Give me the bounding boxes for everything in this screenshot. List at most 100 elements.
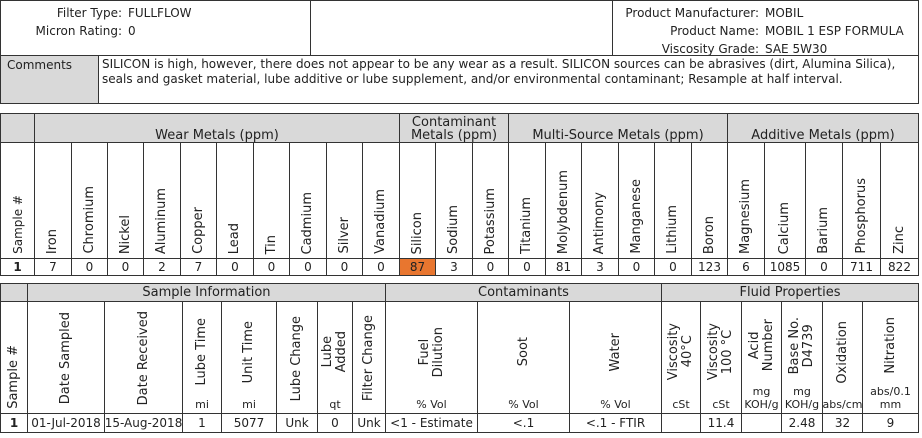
column-title: Aluminum — [154, 187, 169, 254]
value-cell: <1 - Estimate — [385, 413, 478, 433]
value-cell: 0 — [289, 258, 327, 276]
group-header — [0, 283, 28, 302]
column-title-area: Base No. D4739 — [787, 306, 816, 385]
comments-label-text: Comments — [7, 58, 73, 72]
column-header: Sample # — [0, 301, 28, 414]
value-cell: 2 — [143, 258, 181, 276]
column-title: Boron — [701, 215, 717, 254]
column-header: Lithium — [654, 142, 692, 259]
column-unit: cSt — [672, 398, 690, 411]
comments-body: SILICON is high, however, there does not… — [102, 57, 896, 86]
header-value: FULLFLOW — [128, 6, 192, 20]
column-header: Lead — [216, 142, 254, 259]
header-label: Micron Rating: — [35, 24, 122, 38]
value-cell: 01-Jul-2018 — [27, 413, 105, 433]
column-header: Silver — [326, 142, 363, 259]
column-title: Vanadium — [373, 189, 388, 254]
column-unit: abs/cm — [822, 398, 863, 411]
group-header: Additive Metals (ppm) — [727, 113, 919, 143]
column-title: Titanium — [519, 197, 534, 254]
column-title: Nickel — [117, 214, 133, 254]
column-header: Aluminum — [143, 142, 181, 259]
sample-value: 15-Aug-2018 — [104, 416, 183, 430]
metal-value: 0 — [85, 260, 94, 274]
header-row: Viscosity Grade: SAE 5W30 — [612, 42, 828, 56]
column-unit: qt — [329, 398, 341, 411]
column-header: Copper — [180, 142, 217, 259]
column-title: Sample # — [6, 345, 21, 409]
sample-value: <.1 - FTIR — [585, 416, 646, 430]
metal-value: 0 — [231, 260, 239, 274]
column-title: Zinc — [891, 226, 907, 254]
value-cell: 0 — [107, 258, 144, 276]
column-title: Filter Change — [361, 315, 376, 402]
value-cell: 123 — [691, 258, 728, 276]
column-header: Sodium — [435, 142, 473, 259]
value-cell: 7 — [180, 258, 217, 276]
column-title: Manganese — [628, 179, 644, 254]
column-title: Fuel Dilution — [416, 326, 446, 378]
value-cell: 822 — [880, 258, 919, 276]
sample-value: 9 — [886, 416, 895, 430]
column-title: Chromium — [81, 186, 97, 254]
value-cell: Unk — [276, 413, 318, 433]
group-title: Wear Metals (ppm) — [155, 128, 279, 143]
value-cell: 5077 — [221, 413, 277, 433]
column-header: Manganese — [618, 142, 655, 259]
column-header: Date Sampled — [27, 301, 105, 414]
sample-value: <.1 — [512, 416, 535, 430]
column-title-area: Lube Change — [289, 306, 304, 411]
value-cell: 6 — [727, 258, 765, 276]
value-cell: 7 — [34, 258, 72, 276]
metal-value: 2 — [158, 260, 166, 274]
column-header: Base No. D4739 mg KOH/g — [781, 301, 823, 414]
value-cell: 87 — [399, 258, 436, 276]
metal-value: 0 — [304, 260, 312, 274]
column-title-area: Oxidation — [835, 306, 850, 398]
column-title: Lithium — [665, 205, 680, 254]
sample-value: 1 — [198, 416, 206, 430]
value-cell: 0 — [71, 258, 108, 276]
column-header: Sample # — [0, 142, 35, 259]
value-cell: 0 — [317, 413, 353, 433]
value-cell: 0 — [654, 258, 692, 276]
column-title: Antimony — [592, 191, 607, 254]
column-header: Nitration abs/0.1 mm — [862, 301, 919, 414]
column-title: Silver — [336, 217, 352, 254]
group-title: Contaminant Metals (ppm) — [410, 115, 498, 143]
group-header: Sample Information — [27, 283, 386, 302]
column-header: Lube Added qt — [317, 301, 353, 414]
sample-cell: 1 — [0, 413, 28, 433]
value-cell: 1085 — [764, 258, 806, 276]
value-cell: 2.48 — [781, 413, 823, 433]
column-header: Lube Time mi — [182, 301, 222, 414]
group-title: Additive Metals (ppm) — [751, 128, 895, 143]
column-header: Zinc — [880, 142, 919, 259]
column-header: Phosphorus — [842, 142, 881, 259]
column-title: Calcium — [777, 201, 792, 254]
column-title: Phosphorus — [853, 178, 869, 254]
value-cell: 711 — [842, 258, 881, 276]
value-cell — [741, 413, 782, 433]
value-cell: 0 — [326, 258, 363, 276]
column-unit: % Vol — [600, 398, 631, 411]
metal-value: 123 — [698, 260, 721, 274]
metal-value: 0 — [267, 260, 276, 274]
column-title: Sample # — [10, 195, 25, 254]
value-cell: 11.4 — [700, 413, 742, 433]
value-cell: 0 — [362, 258, 400, 276]
value-cell: 3 — [435, 258, 473, 276]
column-title: Date Sampled — [58, 312, 73, 405]
value-cell: <.1 - FTIR — [569, 413, 662, 433]
metal-value: 7 — [49, 260, 57, 274]
value-cell: 0 — [472, 258, 509, 276]
header-row: Product Manufacturer: MOBIL — [612, 6, 803, 20]
value-cell: 0 — [508, 258, 546, 276]
metal-value: 0 — [820, 260, 828, 274]
column-title: Lead — [227, 222, 242, 254]
column-title: Potassium — [482, 187, 498, 254]
column-header: Potassium — [472, 142, 509, 259]
sample-value: 01-Jul-2018 — [31, 416, 101, 430]
header-value: MOBIL — [765, 6, 804, 20]
column-header: Cadmium — [289, 142, 327, 259]
